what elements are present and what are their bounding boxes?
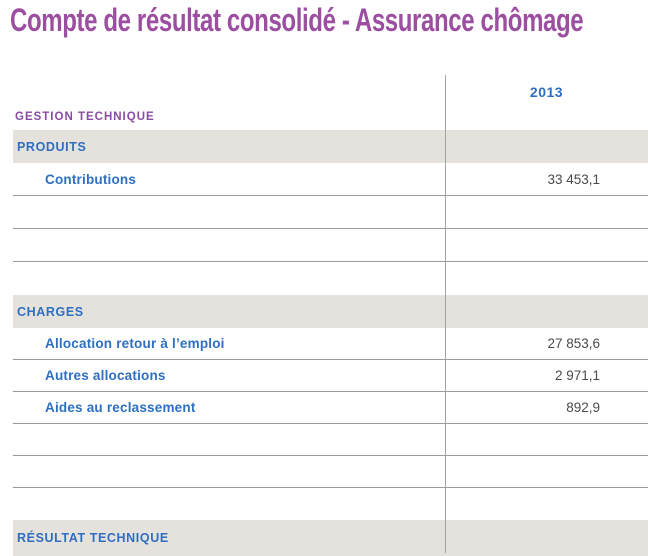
row-value xyxy=(445,424,648,455)
row-label: CHARGES xyxy=(17,304,84,319)
data-row: Allocation retour à l’emploi 27 853,6 xyxy=(13,328,648,360)
row-value xyxy=(445,130,648,163)
section-row: PRODUITS xyxy=(13,130,648,163)
row-value xyxy=(445,229,648,261)
section-heading-gestion-technique: GESTION TECHNIQUE xyxy=(15,111,155,123)
row-value: 2 971,1 xyxy=(554,368,600,383)
row-label xyxy=(13,262,445,295)
row-value xyxy=(445,295,648,328)
table-body: PRODUITS Contributions 33 453,1 CHARGES Allo… xyxy=(13,130,648,556)
row-label xyxy=(13,229,445,261)
row-label: Contributions xyxy=(45,171,137,187)
empty-row xyxy=(13,196,648,229)
row-value: 892,9 xyxy=(566,400,600,415)
row-label xyxy=(13,424,445,455)
row-value xyxy=(445,196,648,228)
row-label xyxy=(13,456,445,487)
section-row: RÉSULTAT TECHNIQUE xyxy=(13,520,648,556)
row-value xyxy=(445,262,648,295)
empty-row xyxy=(13,262,648,295)
financial-table: GESTION TECHNIQUE 2013 PRODUITS Contribut… xyxy=(13,75,648,556)
empty-row xyxy=(13,488,648,520)
section-row: CHARGES xyxy=(13,295,648,328)
empty-row xyxy=(13,424,648,456)
row-label: Allocation retour à l’emploi xyxy=(45,336,225,351)
row-label xyxy=(13,488,445,520)
row-label: Aides au reclassement xyxy=(45,400,196,415)
row-value xyxy=(445,456,648,487)
row-label: RÉSULTAT TECHNIQUE xyxy=(17,531,169,545)
data-row: Autres allocations 2 971,1 xyxy=(13,360,648,392)
row-label: PRODUITS xyxy=(17,139,87,154)
column-divider-line xyxy=(445,75,446,553)
row-value xyxy=(445,520,648,556)
data-row: Contributions 33 453,1 xyxy=(13,163,648,196)
page-title: Compte de résultat consolidé - Assurance… xyxy=(10,2,584,38)
table-header: GESTION TECHNIQUE 2013 xyxy=(13,75,648,130)
row-value: 33 453,1 xyxy=(547,171,600,187)
row-label xyxy=(13,196,445,228)
empty-row xyxy=(13,456,648,488)
year-column-header: 2013 xyxy=(529,84,564,100)
row-value xyxy=(445,488,648,520)
row-label: Autres allocations xyxy=(45,368,166,383)
row-value: 27 853,6 xyxy=(547,336,600,351)
empty-row xyxy=(13,229,648,262)
data-row: Aides au reclassement 892,9 xyxy=(13,392,648,424)
